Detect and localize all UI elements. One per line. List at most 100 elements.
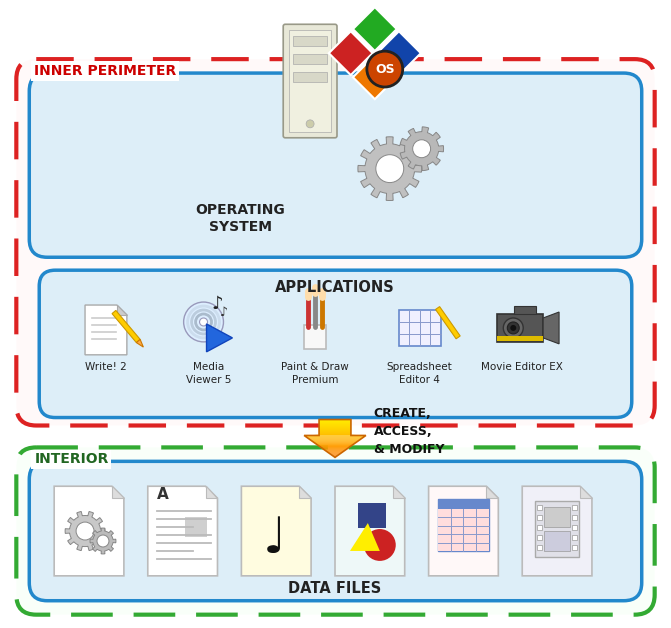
Polygon shape bbox=[319, 434, 351, 435]
Polygon shape bbox=[486, 486, 499, 498]
Polygon shape bbox=[319, 423, 351, 425]
Text: ♩: ♩ bbox=[262, 515, 286, 563]
Polygon shape bbox=[316, 444, 354, 445]
Bar bbox=[537, 525, 542, 530]
Text: CREATE,
ACCESS,
& MODIFY: CREATE, ACCESS, & MODIFY bbox=[374, 407, 444, 456]
Polygon shape bbox=[311, 440, 359, 441]
FancyBboxPatch shape bbox=[283, 24, 337, 138]
Bar bbox=[535, 501, 579, 557]
Circle shape bbox=[364, 529, 396, 561]
Circle shape bbox=[376, 154, 404, 183]
Text: OPERATING
SYSTEM: OPERATING SYSTEM bbox=[195, 203, 285, 234]
Text: Movie Editor EX: Movie Editor EX bbox=[481, 362, 563, 372]
Polygon shape bbox=[321, 448, 348, 449]
Bar bbox=[572, 535, 577, 540]
Polygon shape bbox=[117, 305, 127, 315]
Polygon shape bbox=[329, 31, 372, 75]
Polygon shape bbox=[319, 430, 351, 431]
Polygon shape bbox=[335, 486, 405, 576]
FancyBboxPatch shape bbox=[30, 73, 641, 257]
Bar bbox=[293, 72, 327, 82]
Text: ♪: ♪ bbox=[212, 295, 223, 313]
Text: INNER PERIMETER: INNER PERIMETER bbox=[34, 64, 176, 78]
Polygon shape bbox=[400, 127, 444, 171]
Bar bbox=[572, 505, 577, 510]
Circle shape bbox=[510, 325, 516, 331]
Polygon shape bbox=[327, 452, 343, 453]
Bar bbox=[289, 30, 331, 132]
Text: Spreadsheet
Editor 4: Spreadsheet Editor 4 bbox=[386, 362, 452, 384]
Text: INTERIOR: INTERIOR bbox=[34, 452, 109, 467]
Polygon shape bbox=[319, 446, 351, 447]
Bar bbox=[537, 545, 542, 550]
Polygon shape bbox=[305, 435, 366, 436]
Polygon shape bbox=[54, 486, 124, 576]
Circle shape bbox=[76, 522, 94, 540]
Bar bbox=[572, 525, 577, 530]
Polygon shape bbox=[319, 433, 351, 434]
Polygon shape bbox=[112, 486, 124, 498]
Polygon shape bbox=[543, 312, 559, 344]
Polygon shape bbox=[353, 55, 397, 99]
Bar bbox=[293, 54, 327, 64]
Polygon shape bbox=[319, 428, 351, 429]
Polygon shape bbox=[580, 486, 592, 498]
FancyBboxPatch shape bbox=[16, 59, 655, 426]
Text: APPLICATIONS: APPLICATIONS bbox=[275, 279, 395, 295]
Polygon shape bbox=[242, 486, 311, 576]
Bar bbox=[437, 509, 489, 551]
Polygon shape bbox=[325, 451, 344, 452]
Polygon shape bbox=[65, 511, 105, 551]
Circle shape bbox=[199, 318, 207, 326]
Bar bbox=[399, 310, 441, 346]
Bar bbox=[514, 306, 536, 314]
Bar bbox=[537, 535, 542, 540]
Bar bbox=[437, 499, 489, 551]
Circle shape bbox=[413, 140, 431, 158]
Polygon shape bbox=[148, 486, 217, 576]
Polygon shape bbox=[429, 486, 499, 576]
Text: OS: OS bbox=[375, 63, 395, 75]
Bar bbox=[185, 517, 207, 537]
Circle shape bbox=[507, 322, 519, 334]
Polygon shape bbox=[136, 339, 144, 347]
Circle shape bbox=[503, 318, 523, 338]
Bar bbox=[537, 505, 542, 510]
Polygon shape bbox=[350, 523, 380, 551]
Polygon shape bbox=[205, 486, 217, 498]
Polygon shape bbox=[319, 429, 351, 430]
Text: Write! 2: Write! 2 bbox=[85, 362, 127, 372]
Polygon shape bbox=[319, 425, 351, 426]
Bar bbox=[544, 531, 570, 551]
Polygon shape bbox=[85, 305, 127, 355]
Text: Paint & Draw
Premium: Paint & Draw Premium bbox=[281, 362, 349, 384]
Polygon shape bbox=[317, 445, 352, 446]
Polygon shape bbox=[522, 486, 592, 576]
Polygon shape bbox=[319, 420, 351, 421]
Circle shape bbox=[367, 51, 403, 87]
Polygon shape bbox=[309, 438, 362, 440]
Polygon shape bbox=[319, 427, 351, 428]
Circle shape bbox=[184, 302, 223, 342]
Polygon shape bbox=[306, 436, 364, 438]
Circle shape bbox=[97, 535, 109, 547]
Bar bbox=[304, 325, 326, 349]
Polygon shape bbox=[320, 447, 350, 448]
Polygon shape bbox=[299, 486, 311, 498]
FancyBboxPatch shape bbox=[39, 270, 632, 418]
Bar bbox=[537, 515, 542, 520]
FancyBboxPatch shape bbox=[16, 447, 655, 615]
Polygon shape bbox=[377, 31, 421, 75]
Polygon shape bbox=[358, 137, 421, 200]
Polygon shape bbox=[319, 431, 351, 432]
Bar bbox=[544, 507, 570, 527]
Polygon shape bbox=[112, 310, 140, 343]
Polygon shape bbox=[353, 7, 397, 51]
Polygon shape bbox=[319, 432, 351, 433]
Polygon shape bbox=[329, 453, 340, 455]
Polygon shape bbox=[319, 421, 351, 423]
Bar bbox=[497, 314, 543, 342]
Polygon shape bbox=[323, 449, 347, 450]
Polygon shape bbox=[319, 426, 351, 427]
Circle shape bbox=[306, 120, 314, 128]
